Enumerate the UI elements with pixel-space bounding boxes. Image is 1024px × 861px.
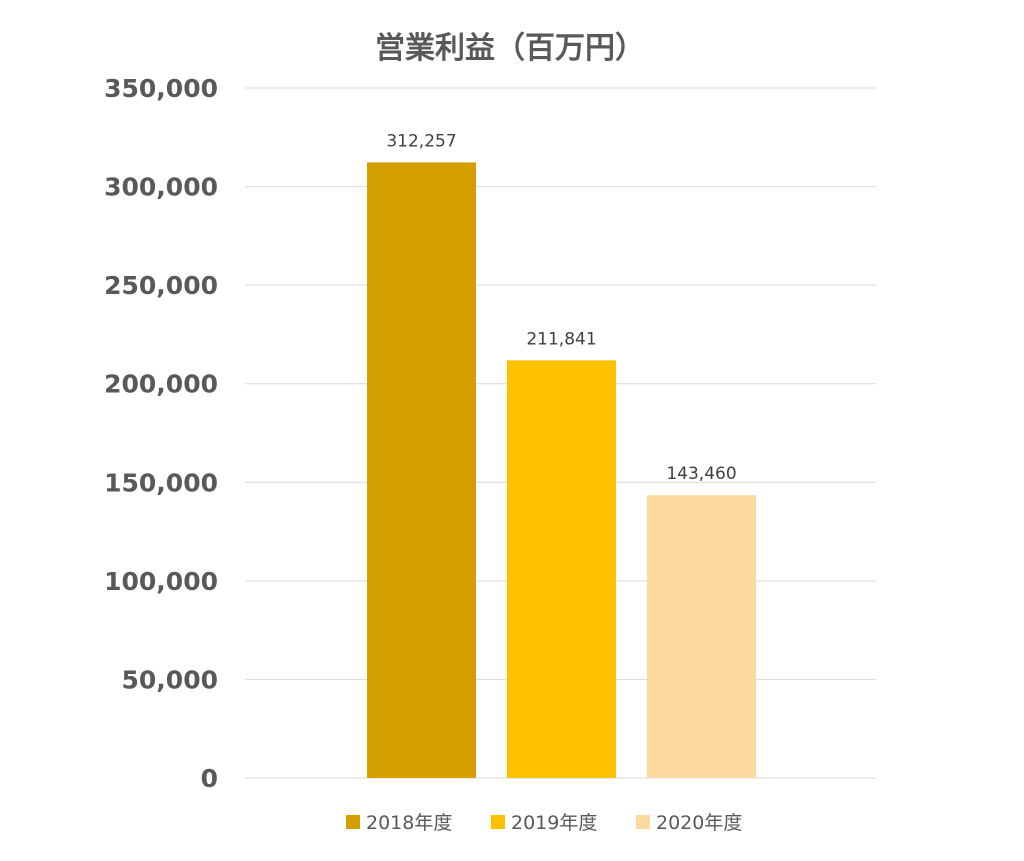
y-tick-label: 100,000 [104, 567, 218, 596]
chart-title: 営業利益（百万円） [375, 31, 645, 66]
y-tick-label: 0 [201, 764, 218, 793]
data-label: 143,460 [666, 464, 736, 484]
legend-label: 2019年度 [511, 812, 597, 834]
bars [367, 162, 756, 779]
legend-label: 2020年度 [656, 812, 742, 834]
bar [507, 360, 616, 778]
data-label: 211,841 [526, 329, 596, 349]
bar [647, 495, 756, 778]
y-tick-label: 200,000 [104, 370, 218, 399]
y-tick-label: 150,000 [104, 468, 218, 497]
bar [367, 162, 476, 779]
y-tick-label: 350,000 [104, 74, 218, 103]
legend-label: 2018年度 [366, 812, 452, 834]
legend: 2018年度 2019年度 2020年度 [346, 812, 742, 834]
y-tick-label: 50,000 [122, 665, 218, 694]
y-axis-tick-labels: 0 50,000 100,000 150,000 200,000 250,000 300,0… [104, 74, 218, 793]
legend-swatch [636, 815, 650, 829]
data-labels: 312,257 211,841 143,460 [386, 131, 736, 484]
data-label: 312,257 [386, 131, 456, 151]
y-tick-label: 250,000 [104, 271, 218, 300]
y-tick-label: 300,000 [104, 173, 218, 202]
legend-swatch [491, 815, 505, 829]
legend-swatch [346, 815, 360, 829]
